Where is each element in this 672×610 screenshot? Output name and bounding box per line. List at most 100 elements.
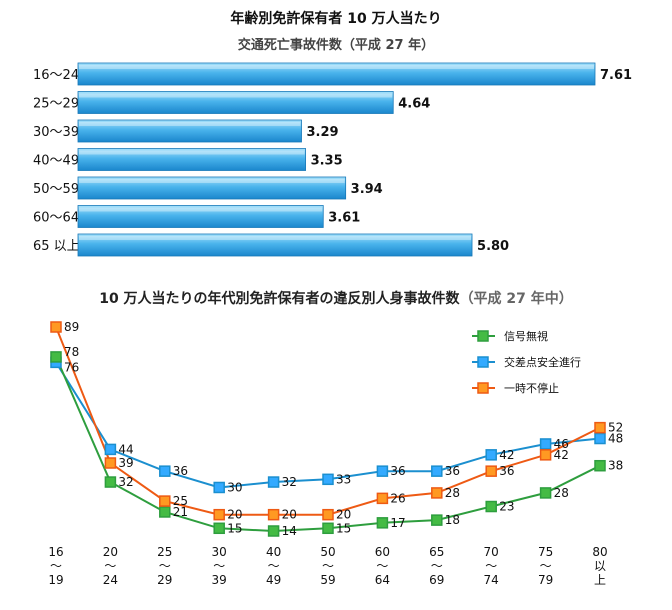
bar-highlight — [79, 65, 594, 69]
bar-value-label: 4.64 — [398, 97, 430, 112]
data-label: 20 — [282, 508, 297, 522]
data-label: 42 — [554, 448, 569, 462]
line-chart-title: 10 万人当たりの年代別免許保有者の違反別人身事故件数（平成 27 年中） — [0, 288, 672, 308]
bar-category-label: 50〜59 — [33, 182, 79, 197]
data-point — [431, 514, 443, 526]
bar-value-label: 3.35 — [311, 154, 343, 169]
data-point — [539, 487, 552, 499]
data-point — [539, 449, 552, 461]
data-point — [594, 432, 606, 445]
bar — [77, 91, 394, 114]
line-chart: 16〜1920〜2425〜2930〜3940〜4950〜5960〜6465〜69… — [48, 320, 623, 587]
x-tick-label: 79 — [538, 573, 553, 587]
legend-label: 交差点安全進行 — [504, 355, 581, 369]
data-point — [267, 476, 280, 488]
data-label: 15 — [227, 521, 242, 535]
x-tick-label: 74 — [484, 573, 499, 587]
legend-marker — [477, 330, 489, 342]
data-point — [539, 438, 552, 450]
data-label: 14 — [282, 524, 297, 538]
x-tick-label: 40 — [266, 545, 281, 559]
legend-marker — [477, 356, 489, 368]
data-point — [213, 522, 225, 535]
x-tick-label: 25 — [157, 545, 172, 559]
x-tick-label: 〜 — [540, 559, 552, 573]
data-label: 39 — [118, 456, 133, 470]
data-label: 20 — [336, 508, 351, 522]
data-point — [376, 517, 389, 529]
data-label: 21 — [173, 505, 188, 519]
data-point — [485, 500, 497, 513]
data-label: 17 — [390, 516, 405, 530]
x-tick-label: 49 — [266, 573, 281, 587]
data-label: 23 — [499, 500, 514, 514]
x-tick-label: 70 — [484, 545, 499, 559]
x-tick-label: 19 — [48, 573, 63, 587]
x-tick-label: 59 — [320, 573, 335, 587]
bar-chart: 16〜24 7.61 25〜29 4.64 30〜39 3.29 40〜49 3.35 50〜5… — [33, 62, 632, 257]
data-point — [213, 481, 225, 494]
data-point — [322, 522, 334, 535]
bar-value-label: 3.29 — [307, 125, 339, 140]
legend-label: 一時不停止 — [504, 381, 559, 395]
data-label: 36 — [445, 464, 460, 478]
bar-highlight — [79, 150, 305, 155]
bar-highlight — [79, 236, 472, 240]
bar — [77, 62, 596, 86]
bar — [77, 233, 473, 257]
x-tick-label: 39 — [212, 573, 227, 587]
legend-marker — [477, 382, 489, 394]
x-tick-label: 16 — [48, 545, 63, 559]
data-point — [322, 508, 334, 521]
x-tick-label: 〜 — [104, 559, 116, 573]
bar-chart-subtitle: 交通死亡事故件数（平成 27 年） — [237, 38, 435, 53]
x-tick-label: 64 — [375, 573, 390, 587]
data-label: 36 — [499, 464, 514, 478]
x-tick-label: 24 — [103, 573, 118, 587]
x-tick-label: 上 — [594, 573, 606, 587]
legend-label: 信号無視 — [504, 329, 548, 343]
data-label: 46 — [554, 437, 569, 451]
bar — [77, 205, 324, 228]
x-tick-label: 〜 — [322, 559, 334, 573]
data-label: 30 — [227, 480, 242, 494]
x-tick-label: 29 — [157, 573, 172, 587]
data-label: 28 — [554, 486, 569, 500]
bar-category-label: 65 以上 — [33, 239, 80, 254]
data-label: 44 — [118, 442, 133, 456]
x-tick-label: 〜 — [159, 559, 171, 573]
x-tick-label: 20 — [103, 545, 118, 559]
data-point — [213, 508, 225, 521]
data-point — [594, 459, 606, 472]
data-label: 38 — [608, 459, 623, 473]
data-point — [50, 351, 62, 363]
x-tick-label: 〜 — [213, 559, 225, 573]
data-label: 32 — [118, 475, 133, 489]
data-point — [431, 465, 443, 477]
data-point — [159, 465, 171, 477]
data-point — [322, 473, 334, 486]
data-label: 20 — [227, 508, 242, 522]
data-point — [376, 465, 389, 477]
bar-value-label: 3.61 — [328, 211, 360, 226]
x-tick-label: 69 — [429, 573, 444, 587]
data-point — [159, 506, 171, 518]
data-label: 36 — [390, 464, 405, 478]
x-tick-label: 60 — [375, 545, 390, 559]
x-tick-label: 〜 — [50, 559, 62, 573]
data-label: 52 — [608, 421, 623, 435]
x-tick-label: 50 — [320, 545, 335, 559]
x-tick-label: 80 — [592, 545, 607, 559]
line-chart-title-main: 10 万人当たりの年代別免許保有者の違反別人身事故件数 — [99, 291, 460, 307]
data-label: 76 — [64, 360, 79, 374]
x-tick-label: 75 — [538, 545, 553, 559]
data-label: 36 — [173, 464, 188, 478]
data-point — [104, 476, 117, 488]
x-tick-label: 65 — [429, 545, 444, 559]
data-label: 32 — [282, 475, 297, 489]
data-point — [104, 457, 117, 469]
bar-value-label: 5.80 — [477, 239, 509, 254]
bar-category-label: 16〜24 — [33, 68, 79, 83]
